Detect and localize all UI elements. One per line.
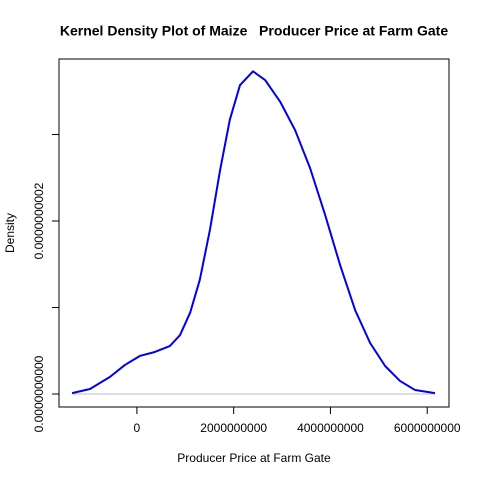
- chart-title: Kernel Density Plot of Maize Producer Pr…: [60, 23, 448, 39]
- density-line: [71, 70, 436, 395]
- x-tick-label: 0: [134, 421, 141, 435]
- plot-box: [58, 58, 450, 408]
- x-tick-label: 2000000000: [200, 421, 267, 435]
- y-tick-label: 0.0000000000: [32, 355, 46, 432]
- x-tick-label: 4000000000: [297, 421, 364, 435]
- y-axis-label: Density: [3, 213, 17, 253]
- x-tick-label: 6000000000: [394, 421, 461, 435]
- x-axis-label: Producer Price at Farm Gate: [177, 451, 331, 465]
- y-tick-label: 0.0000000002: [32, 182, 46, 259]
